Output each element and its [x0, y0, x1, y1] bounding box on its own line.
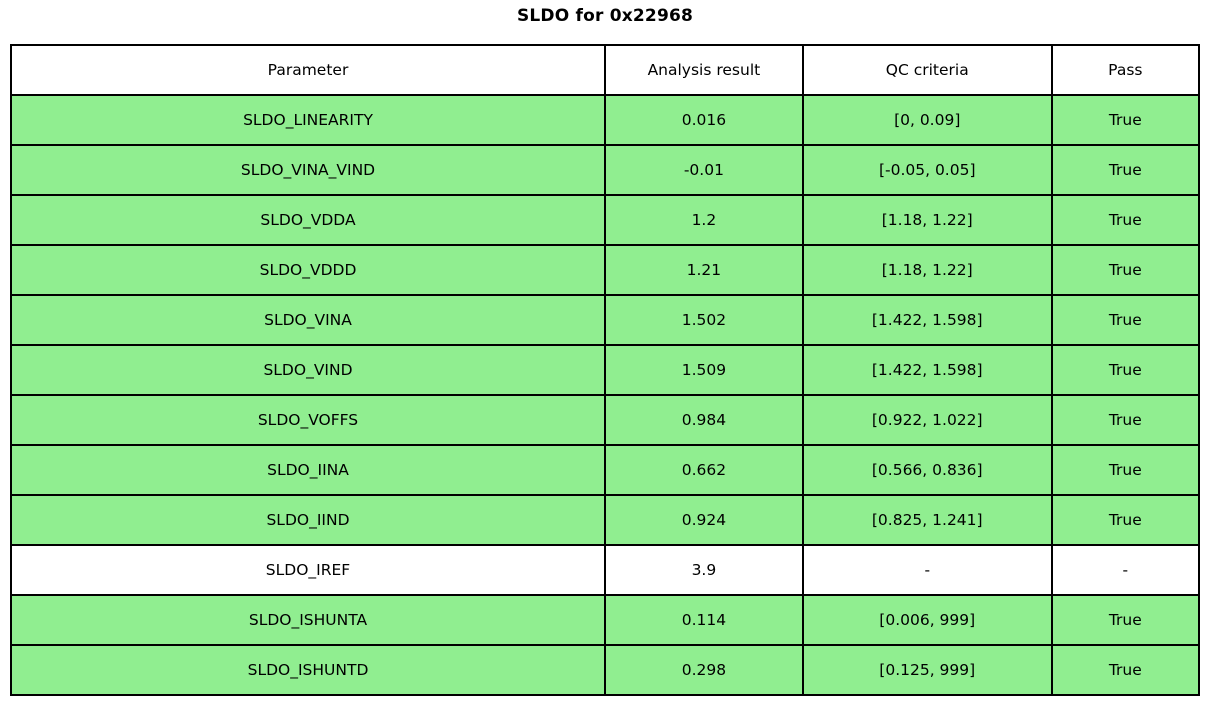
- header-pass: Pass: [1050, 44, 1201, 96]
- cell-analysis-result: 0.924: [604, 494, 804, 546]
- cell-parameter: SLDO_VDDA: [10, 194, 606, 246]
- cell-qc-criteria: [0.125, 999]: [801, 644, 1053, 696]
- cell-analysis-result: 1.502: [604, 294, 804, 346]
- table-row: SLDO_VDDD 1.21 [1.18, 1.22] True: [10, 244, 1201, 296]
- cell-pass: True: [1050, 594, 1201, 646]
- cell-analysis-result: 0.016: [604, 94, 804, 146]
- cell-qc-criteria: [1.422, 1.598]: [801, 344, 1053, 396]
- cell-pass: True: [1050, 394, 1201, 446]
- cell-parameter: SLDO_IREF: [10, 544, 606, 596]
- cell-pass: True: [1050, 94, 1201, 146]
- cell-qc-criteria: [1.18, 1.22]: [801, 194, 1053, 246]
- table-row: SLDO_IIND 0.924 [0.825, 1.241] True: [10, 494, 1201, 546]
- cell-pass: True: [1050, 344, 1201, 396]
- qc-table: Parameter Analysis result QC criteria Pa…: [10, 44, 1201, 696]
- table-row: SLDO_VIND 1.509 [1.422, 1.598] True: [10, 344, 1201, 396]
- table-row: SLDO_IREF 3.9 - -: [10, 544, 1201, 596]
- cell-parameter: SLDO_ISHUNTA: [10, 594, 606, 646]
- cell-qc-criteria: [0.922, 1.022]: [801, 394, 1053, 446]
- cell-analysis-result: -0.01: [604, 144, 804, 196]
- cell-parameter: SLDO_IIND: [10, 494, 606, 546]
- cell-analysis-result: 0.298: [604, 644, 804, 696]
- table-row: SLDO_VDDA 1.2 [1.18, 1.22] True: [10, 194, 1201, 246]
- cell-parameter: SLDO_VOFFS: [10, 394, 606, 446]
- cell-pass: True: [1050, 294, 1201, 346]
- cell-qc-criteria: [0, 0.09]: [801, 94, 1053, 146]
- cell-analysis-result: 0.984: [604, 394, 804, 446]
- cell-parameter: SLDO_VDDD: [10, 244, 606, 296]
- cell-parameter: SLDO_VINA: [10, 294, 606, 346]
- table-row: SLDO_ISHUNTA 0.114 [0.006, 999] True: [10, 594, 1201, 646]
- figure-title: SLDO for 0x22968: [516, 6, 694, 26]
- cell-analysis-result: 1.509: [604, 344, 804, 396]
- table-row: SLDO_IINA 0.662 [0.566, 0.836] True: [10, 444, 1201, 496]
- cell-qc-criteria: [1.422, 1.598]: [801, 294, 1053, 346]
- header-analysis-result: Analysis result: [604, 44, 804, 96]
- cell-qc-criteria: [1.18, 1.22]: [801, 244, 1053, 296]
- table-row: SLDO_VINA 1.502 [1.422, 1.598] True: [10, 294, 1201, 346]
- cell-parameter: SLDO_IINA: [10, 444, 606, 496]
- cell-parameter: SLDO_LINEARITY: [10, 94, 606, 146]
- header-row: Parameter Analysis result QC criteria Pa…: [10, 44, 1201, 96]
- cell-analysis-result: 0.662: [604, 444, 804, 496]
- cell-pass: -: [1050, 544, 1201, 596]
- cell-qc-criteria: [0.825, 1.241]: [801, 494, 1053, 546]
- cell-pass: True: [1050, 244, 1201, 296]
- table-row: SLDO_ISHUNTD 0.298 [0.125, 999] True: [10, 644, 1201, 696]
- cell-analysis-result: 1.21: [604, 244, 804, 296]
- cell-analysis-result: 1.2: [604, 194, 804, 246]
- table-row: SLDO_VOFFS 0.984 [0.922, 1.022] True: [10, 394, 1201, 446]
- cell-qc-criteria: [0.566, 0.836]: [801, 444, 1053, 496]
- cell-pass: True: [1050, 644, 1201, 696]
- cell-qc-criteria: [0.006, 999]: [801, 594, 1053, 646]
- cell-parameter: SLDO_VINA_VIND: [10, 144, 606, 196]
- cell-parameter: SLDO_VIND: [10, 344, 606, 396]
- header-parameter: Parameter: [10, 44, 606, 96]
- table-row: SLDO_LINEARITY 0.016 [0, 0.09] True: [10, 94, 1201, 146]
- header-qc-criteria: QC criteria: [801, 44, 1053, 96]
- cell-pass: True: [1050, 144, 1201, 196]
- cell-analysis-result: 3.9: [604, 544, 804, 596]
- cell-pass: True: [1050, 194, 1201, 246]
- cell-pass: True: [1050, 444, 1201, 496]
- table-row: SLDO_VINA_VIND -0.01 [-0.05, 0.05] True: [10, 144, 1201, 196]
- cell-qc-criteria: [-0.05, 0.05]: [801, 144, 1053, 196]
- table-body: SLDO_LINEARITY 0.016 [0, 0.09] True SLDO…: [10, 94, 1201, 696]
- cell-parameter: SLDO_ISHUNTD: [10, 644, 606, 696]
- cell-qc-criteria: -: [801, 544, 1053, 596]
- cell-pass: True: [1050, 494, 1201, 546]
- cell-analysis-result: 0.114: [604, 594, 804, 646]
